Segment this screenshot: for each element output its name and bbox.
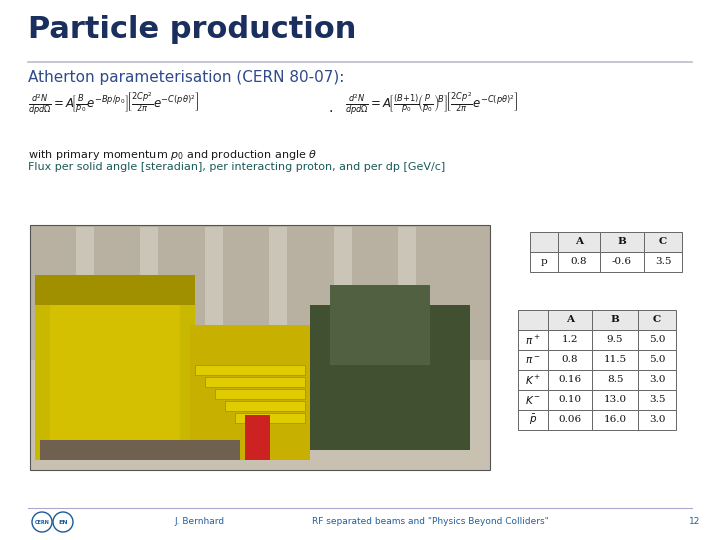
Text: 0.06: 0.06 [559, 415, 582, 424]
Bar [548, 370, 592, 390]
Bar [600, 232, 644, 252]
Bar [592, 350, 638, 370]
Text: A: A [566, 315, 574, 325]
Text: $\pi^+$: $\pi^+$ [526, 333, 541, 347]
Text: B: B [611, 315, 619, 325]
Text: 12: 12 [688, 517, 700, 526]
Bar [530, 252, 558, 272]
Bar [310, 305, 470, 450]
Text: Particle production: Particle production [28, 15, 356, 44]
Text: 8.5: 8.5 [607, 375, 624, 384]
Text: $\cdot$: $\cdot$ [328, 103, 333, 117]
Bar [518, 350, 548, 370]
Bar [269, 227, 287, 338]
Bar [548, 350, 592, 370]
Bar [518, 330, 548, 350]
Bar [558, 232, 600, 252]
Bar [333, 227, 351, 338]
Bar [30, 360, 490, 470]
Bar [638, 330, 676, 350]
Bar [518, 390, 548, 410]
Bar [644, 252, 682, 272]
Bar [558, 252, 600, 272]
Text: Atherton parameterisation (CERN 80-07):: Atherton parameterisation (CERN 80-07): [28, 70, 344, 85]
Bar [592, 330, 638, 350]
Text: 0.10: 0.10 [559, 395, 582, 404]
Bar [638, 410, 676, 430]
Bar [530, 232, 558, 252]
Text: $\frac{d^2N}{dpd\Omega} = A\!\left[\frac{(B{+}1)}{p_0}\!\left(\frac{p}{p_0}\righ: $\frac{d^2N}{dpd\Omega} = A\!\left[\frac… [345, 90, 518, 117]
Text: Flux per solid angle [steradian], per interacting proton, and per dp [GeV/c]: Flux per solid angle [steradian], per in… [28, 162, 445, 172]
Bar [50, 305, 180, 450]
Text: EN: EN [58, 519, 68, 524]
Bar [638, 370, 676, 390]
Bar [600, 252, 644, 272]
Bar [518, 410, 548, 430]
Text: 0.16: 0.16 [559, 375, 582, 384]
Text: 11.5: 11.5 [603, 355, 626, 364]
Bar [40, 440, 240, 460]
Text: $\bar{p}$: $\bar{p}$ [529, 413, 537, 427]
Text: 5.0: 5.0 [649, 335, 665, 345]
Bar [638, 350, 676, 370]
Text: 3.5: 3.5 [649, 395, 665, 404]
Text: 0.8: 0.8 [562, 355, 578, 364]
Text: 0.8: 0.8 [571, 258, 588, 267]
Bar [592, 310, 638, 330]
Text: 9.5: 9.5 [607, 335, 624, 345]
Bar [30, 225, 490, 360]
Text: A: A [575, 238, 583, 246]
Bar [638, 390, 676, 410]
Bar [225, 401, 305, 411]
Bar [30, 225, 490, 470]
Text: 5.0: 5.0 [649, 355, 665, 364]
Bar [205, 377, 305, 387]
Bar [140, 227, 158, 338]
Bar [548, 330, 592, 350]
Text: 1.2: 1.2 [562, 335, 578, 345]
Bar [548, 410, 592, 430]
Text: -0.6: -0.6 [612, 258, 632, 267]
Bar [215, 389, 305, 399]
Bar [245, 415, 270, 460]
Bar [330, 285, 430, 365]
Bar [190, 325, 310, 460]
Text: RF separated beams and "Physics Beyond Colliders": RF separated beams and "Physics Beyond C… [312, 517, 549, 526]
Bar [518, 310, 548, 330]
Text: C: C [653, 315, 661, 325]
Bar [548, 390, 592, 410]
Text: $K^-$: $K^-$ [525, 394, 541, 406]
Bar [195, 365, 305, 375]
Bar [76, 227, 94, 338]
Bar [35, 275, 195, 460]
Bar [235, 413, 305, 423]
Bar [398, 227, 416, 338]
Bar [638, 310, 676, 330]
Text: 3.0: 3.0 [649, 375, 665, 384]
Text: 13.0: 13.0 [603, 395, 626, 404]
Text: p: p [541, 258, 547, 267]
Text: B: B [618, 238, 626, 246]
Text: $\frac{d^2N}{dpd\Omega} = A\!\left[\frac{B}{p_0} e^{-Bp/p_0}\right]\!\left[\frac: $\frac{d^2N}{dpd\Omega} = A\!\left[\frac… [28, 90, 199, 117]
Bar [518, 370, 548, 390]
Text: $K^+$: $K^+$ [525, 374, 541, 387]
Text: CERN: CERN [35, 519, 50, 524]
Bar [644, 232, 682, 252]
Text: 3.5: 3.5 [654, 258, 671, 267]
Bar [35, 275, 195, 305]
Text: $\pi^-$: $\pi^-$ [526, 354, 541, 366]
Bar [592, 410, 638, 430]
Bar [204, 227, 222, 338]
Bar [548, 310, 592, 330]
Bar [592, 390, 638, 410]
Bar [592, 370, 638, 390]
Text: 3.0: 3.0 [649, 415, 665, 424]
Text: with primary momentum $p_0$ and production angle $\theta$: with primary momentum $p_0$ and producti… [28, 148, 318, 162]
Text: J. Bernhard: J. Bernhard [175, 517, 225, 526]
Text: 16.0: 16.0 [603, 415, 626, 424]
Text: C: C [659, 238, 667, 246]
